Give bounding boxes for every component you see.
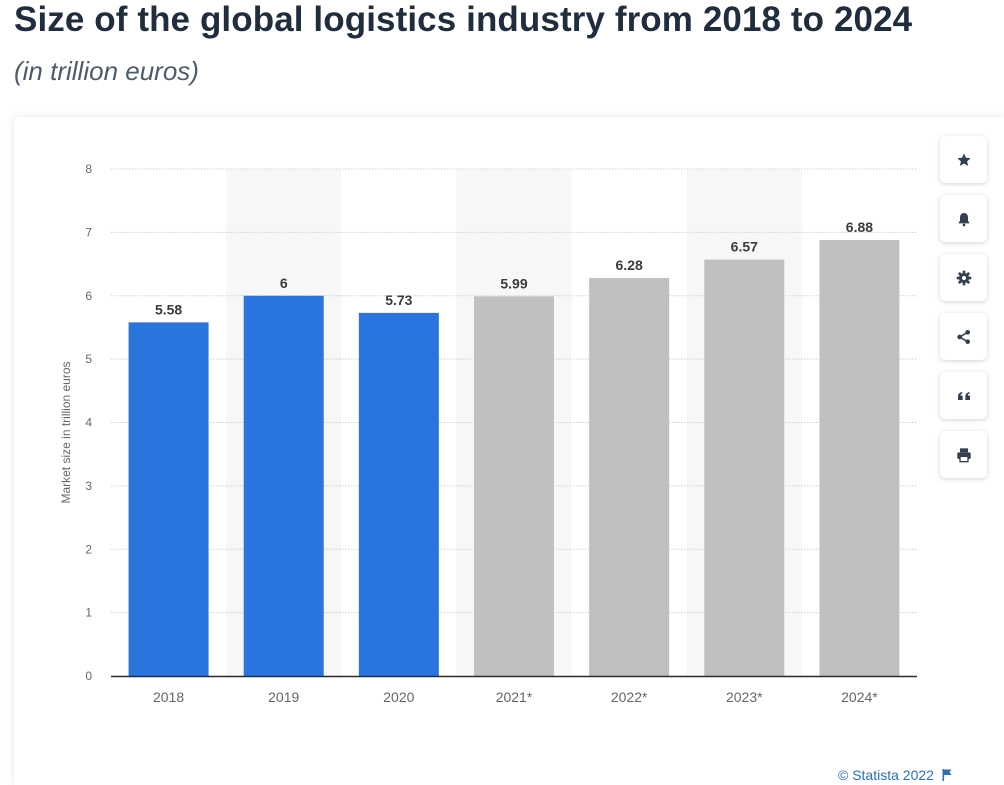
data-label: 6.28 (616, 257, 643, 273)
y-tick-label: 3 (85, 479, 92, 493)
x-tick-label: 2024* (841, 689, 878, 705)
x-tick-label: 2019 (268, 689, 299, 705)
x-tick-label: 2022* (611, 689, 648, 705)
page-title: Size of the global logistics industry fr… (14, 0, 913, 39)
gear-icon (956, 270, 971, 285)
y-tick-label: 1 (85, 606, 92, 620)
settings-button[interactable] (940, 254, 987, 301)
notification-button[interactable] (940, 195, 987, 242)
data-label: 5.58 (155, 301, 182, 317)
quote-icon (957, 391, 970, 400)
bar (358, 312, 439, 676)
data-label: 5.73 (385, 292, 412, 308)
credit-text[interactable]: © Statista 2022 (838, 767, 934, 783)
chart-card: 0 1 2 3 4 5 6 7 8 Market size in trillion euros 5.… (14, 117, 1004, 785)
x-tick-label: 2021* (496, 689, 533, 705)
x-tick-label: 2020 (383, 689, 414, 705)
star-icon (956, 152, 971, 166)
y-tick-label: 5 (85, 352, 92, 366)
y-tick-label: 7 (85, 225, 92, 239)
bar (704, 259, 785, 676)
data-label: 6.88 (846, 219, 873, 235)
page-subtitle: (in trillion euros) (14, 56, 199, 86)
bar (243, 295, 324, 676)
share-icon (956, 329, 970, 344)
bar (819, 239, 900, 676)
x-tick-label: 2018 (153, 689, 184, 705)
bar (128, 322, 209, 676)
print-button[interactable] (940, 431, 987, 478)
y-axis-label: Market size in trillion euros (59, 361, 73, 503)
print-icon (956, 447, 971, 462)
x-tick-label: 2023* (726, 689, 763, 705)
bar (589, 278, 670, 676)
bar-chart: 0 1 2 3 4 5 6 7 8 Market size in trillion euros 5.… (59, 162, 917, 705)
y-tick-label: 2 (85, 542, 92, 556)
flag-icon[interactable] (942, 769, 952, 781)
bar (474, 296, 554, 676)
bell-icon (958, 212, 969, 226)
share-button[interactable] (940, 313, 987, 360)
y-tick-label: 0 (85, 669, 92, 683)
cite-button[interactable] (940, 372, 987, 419)
y-tick-label: 8 (85, 162, 92, 176)
favorite-button[interactable] (940, 136, 987, 183)
data-label: 6.57 (731, 239, 758, 255)
y-tick-label: 6 (85, 289, 92, 303)
statista-credit[interactable]: © Statista 2022 (838, 767, 952, 783)
data-label: 5.99 (500, 275, 527, 291)
data-label: 6 (280, 275, 288, 291)
y-tick-label: 4 (85, 416, 92, 430)
